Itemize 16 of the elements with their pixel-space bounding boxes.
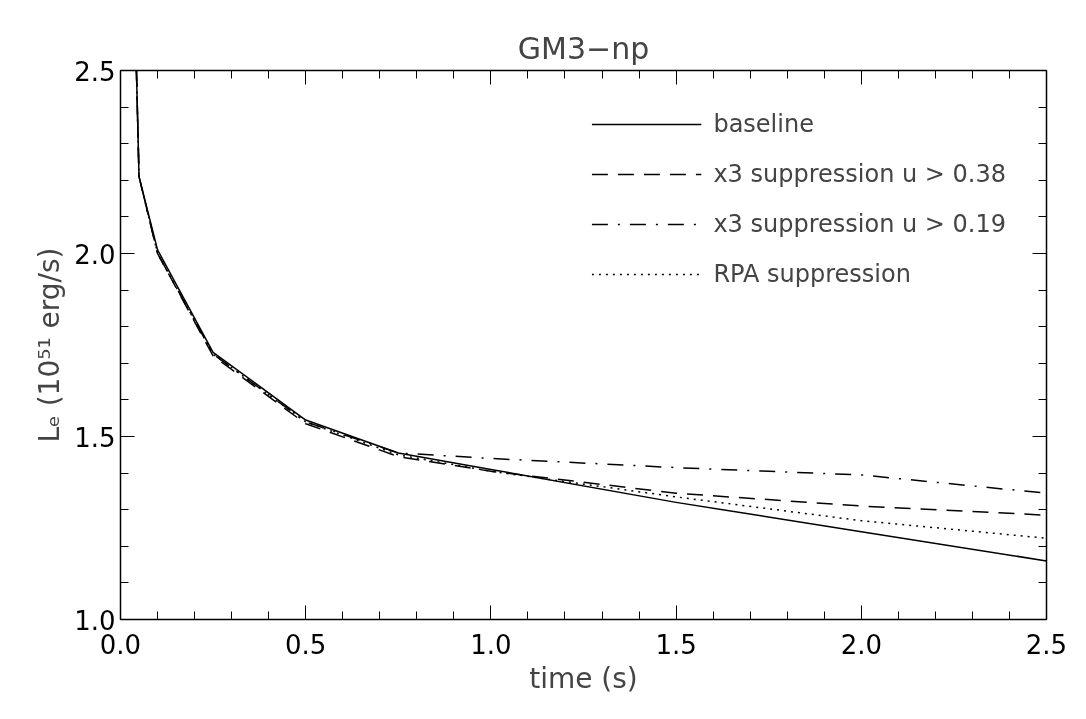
x-tick-label: 2.5	[1025, 629, 1068, 660]
x-tick-label: 2.0	[840, 629, 882, 660]
legend-label: x3 suppression u > 0.19	[713, 210, 1006, 238]
x-tick-label: 0.5	[285, 629, 327, 660]
y-axis-title: Lₑ (10⁵¹ erg/s)	[33, 247, 67, 443]
chart-title: GM3−np	[517, 30, 650, 66]
x-tick-label: 0.0	[99, 629, 142, 660]
y-tick-label: 2.5	[74, 56, 116, 87]
x-tick-label: 1.0	[470, 629, 512, 660]
legend-label: RPA suppression	[713, 260, 911, 288]
y-tick-label: 2.0	[74, 239, 116, 270]
legend-label: baseline	[713, 110, 814, 138]
x-axis-title: time (s)	[529, 661, 638, 695]
y-tick-label: 1.5	[74, 422, 116, 453]
legend-label: x3 suppression u > 0.38	[713, 160, 1006, 188]
x-tick-label: 1.5	[655, 629, 697, 660]
